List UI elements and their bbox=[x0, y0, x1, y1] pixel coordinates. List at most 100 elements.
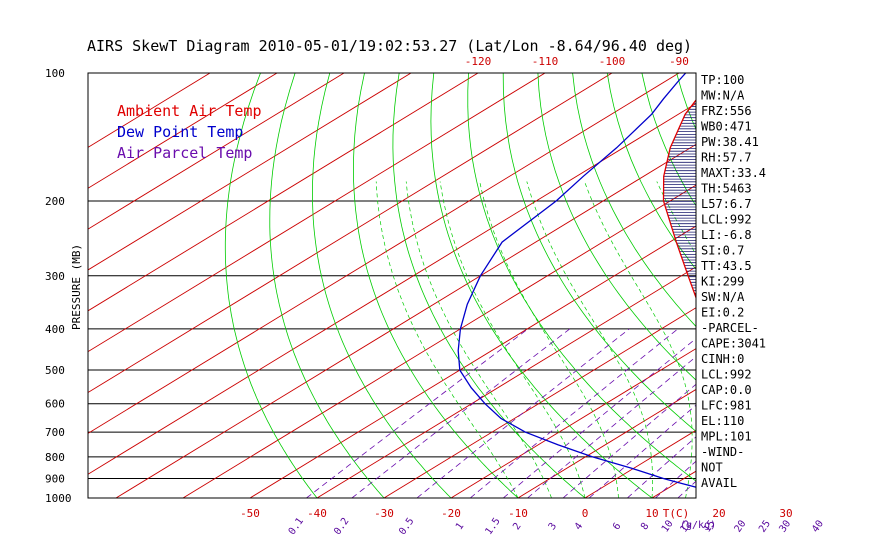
isotherm--120 bbox=[88, 73, 479, 312]
mixing-ratio-tick-label: 0.2 bbox=[332, 516, 351, 537]
isotherm--70 bbox=[115, 143, 696, 498]
mixing-ratio-tick-label: 0.5 bbox=[397, 516, 416, 537]
isotherm--10 bbox=[517, 388, 696, 498]
isotherm--30 bbox=[383, 307, 696, 498]
isotherm-40 bbox=[853, 73, 870, 498]
dew-point-temp-line bbox=[457, 73, 696, 488]
mixing-ratio-line-0.1 bbox=[306, 328, 529, 498]
isotherm--110 bbox=[88, 73, 546, 353]
moist-adiabat-15 bbox=[584, 181, 693, 498]
mixing-ratio-tick-label: 1.5 bbox=[483, 516, 502, 537]
isotherm--60 bbox=[182, 184, 696, 498]
mixing-ratio-line-2 bbox=[527, 356, 696, 498]
top-temp-tick-label: -90 bbox=[669, 55, 689, 68]
dry-adiabat--40 bbox=[224, 73, 318, 498]
bottom-temp-tick-label: 20 bbox=[712, 507, 725, 520]
index-label: SI:0.7 bbox=[701, 244, 744, 258]
ambient-air-temp-line bbox=[662, 99, 696, 300]
index-label: L57:6.7 bbox=[701, 197, 752, 211]
moist-adiabat-0 bbox=[439, 181, 586, 498]
dry-adiabat-50 bbox=[572, 73, 696, 328]
index-label: WB0:471 bbox=[701, 120, 752, 134]
bottom-temp-tick-label: 0 bbox=[582, 507, 589, 520]
dry-adiabat-30 bbox=[502, 73, 696, 432]
isotherm-30 bbox=[786, 73, 870, 498]
mixing-ratio-tick-label: 25 bbox=[757, 518, 773, 534]
mixing-ratio-unit-label: (g/kg) bbox=[680, 520, 716, 531]
bottom-temp-tick-label: -10 bbox=[508, 507, 528, 520]
bottom-temp-tick-label: -40 bbox=[307, 507, 327, 520]
dry-adiabat-130 bbox=[850, 73, 870, 507]
index-label: LCL:992 bbox=[701, 213, 752, 227]
plot-frame bbox=[87, 72, 697, 499]
isotherm--140 bbox=[88, 73, 345, 230]
dry-adiabat-120 bbox=[815, 73, 870, 507]
pressure-tick-label: 1000 bbox=[45, 492, 72, 505]
top-temp-tick-label: -100 bbox=[599, 55, 626, 68]
index-label: TP:100 bbox=[701, 73, 744, 87]
cape-hatching bbox=[663, 100, 696, 297]
index-label: FRZ:556 bbox=[701, 104, 752, 118]
mixing-ratio-line-20 bbox=[751, 329, 870, 498]
index-label: MAXT:33.4 bbox=[701, 166, 766, 180]
index-label: CINH:0 bbox=[701, 352, 744, 366]
dry-adiabat--20 bbox=[311, 73, 452, 498]
chart-title: AIRS SkewT Diagram 2010-05-01/19:02:53.2… bbox=[87, 37, 692, 55]
isotherm--160 bbox=[88, 73, 211, 148]
pressure-tick-label: 300 bbox=[45, 270, 65, 283]
top-temp-tick-label: -120 bbox=[465, 55, 492, 68]
pressure-tick-label: 900 bbox=[45, 473, 65, 486]
sounding-profiles bbox=[457, 73, 696, 488]
mixing-ratio-tick-label: 0.1 bbox=[287, 516, 306, 537]
index-label: -WIND- bbox=[701, 445, 744, 459]
legend-entry: Air Parcel Temp bbox=[117, 144, 252, 162]
index-label: SW:N/A bbox=[701, 290, 745, 304]
pressure-tick-label: 600 bbox=[45, 398, 65, 411]
mixing-ratio-tick-label: 1 bbox=[454, 521, 466, 532]
index-label: PW:38.41 bbox=[701, 135, 759, 149]
isotherm--40 bbox=[316, 266, 696, 498]
index-label: LFC:981 bbox=[701, 399, 752, 413]
index-label: MPL:101 bbox=[701, 430, 752, 444]
moist-adiabat-30 bbox=[786, 182, 870, 499]
mixing-ratio-line-1.5 bbox=[502, 338, 696, 498]
mixing-ratio-line-0.5 bbox=[416, 328, 630, 498]
index-label: LCL:992 bbox=[701, 368, 752, 382]
moist-adiabat-35 bbox=[820, 182, 870, 499]
mixing-ratio-line-1 bbox=[469, 328, 679, 498]
pressure-tick-label: 200 bbox=[45, 195, 65, 208]
dry-adiabat--30 bbox=[269, 73, 385, 498]
index-label: MW:N/A bbox=[701, 89, 745, 103]
index-label: -PARCEL- bbox=[701, 321, 759, 335]
isotherm-10 bbox=[651, 470, 696, 498]
pressure-tick-label: 800 bbox=[45, 451, 65, 464]
mixing-ratio-tick-label: 8 bbox=[639, 521, 651, 532]
mixing-ratio-line-8 bbox=[655, 460, 696, 498]
mixing-ratio-line-30 bbox=[795, 329, 870, 498]
moist-adiabat--10 bbox=[375, 181, 519, 498]
mixing-ratio-line-4 bbox=[588, 404, 696, 498]
moist-adiabat-10 bbox=[526, 181, 653, 498]
moist-adiabat-40 bbox=[853, 182, 870, 499]
legend-entry: Dew Point Temp bbox=[117, 123, 243, 141]
mixing-ratio-line-0.2 bbox=[351, 328, 571, 498]
bottom-temp-tick-label: -20 bbox=[441, 507, 461, 520]
mixing-ratio-line-25 bbox=[775, 329, 870, 498]
moist-adiabat-5 bbox=[479, 181, 619, 498]
index-label: CAP:0.0 bbox=[701, 383, 752, 397]
y-axis-title: PRESSURE (MB) bbox=[70, 244, 83, 330]
isotherm--130 bbox=[88, 73, 412, 271]
index-label: CAPE:3041 bbox=[701, 337, 766, 351]
index-label: TH:5463 bbox=[701, 182, 752, 196]
index-label: LI:-6.8 bbox=[701, 228, 752, 242]
dry-adiabat-100 bbox=[746, 73, 870, 507]
mixing-ratio-line-40 bbox=[828, 329, 870, 498]
index-label: RH:57.7 bbox=[701, 151, 752, 165]
mixing-ratio-line-3 bbox=[562, 383, 696, 498]
dry-adiabat-60 bbox=[606, 73, 696, 270]
dry-adiabat-40 bbox=[537, 73, 696, 381]
isotherm--100 bbox=[88, 73, 613, 394]
moist-adiabat--5 bbox=[405, 181, 552, 498]
